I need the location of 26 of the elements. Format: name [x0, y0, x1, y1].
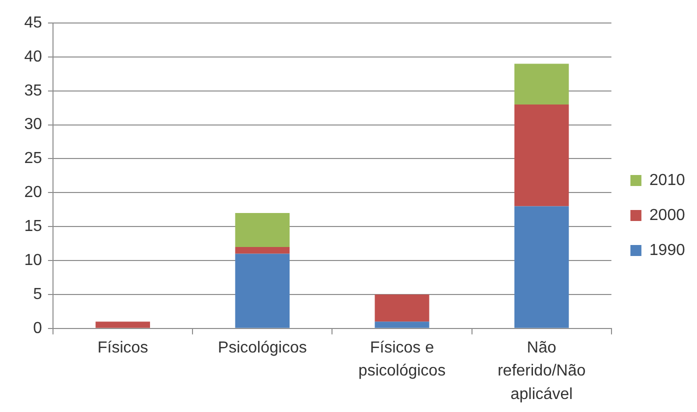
- legend-label: 1990: [649, 242, 686, 259]
- x-tick-label: Psicológicos: [218, 339, 307, 356]
- x-tick-label: Físicos: [97, 339, 148, 356]
- bar: [235, 254, 290, 328]
- y-tick-label: 10: [24, 252, 42, 269]
- y-tick-label: 20: [24, 184, 42, 202]
- bar: [96, 322, 150, 328]
- y-tick-label: 25: [24, 150, 42, 168]
- bar: [514, 206, 569, 328]
- y-tick-label: 35: [24, 82, 42, 100]
- x-tick-label: Físicos e psicológicos: [358, 339, 446, 380]
- bar: [514, 104, 569, 206]
- y-tick-label: 45: [24, 14, 42, 32]
- bar: [235, 213, 290, 247]
- bar: [374, 294, 430, 322]
- bar: [235, 246, 290, 254]
- bar: [374, 322, 430, 328]
- x-tick-label: Não referido/Não aplicável: [498, 339, 586, 403]
- y-tick-label: 5: [33, 286, 42, 303]
- y-tick-label: 0: [33, 320, 42, 337]
- bar: [514, 64, 569, 104]
- y-tick-label: 15: [24, 218, 42, 236]
- legend-label: 2010: [649, 172, 686, 189]
- legend-label: 2000: [649, 206, 686, 224]
- y-tick-label: 30: [24, 116, 42, 134]
- y-tick-label: 40: [24, 48, 42, 66]
